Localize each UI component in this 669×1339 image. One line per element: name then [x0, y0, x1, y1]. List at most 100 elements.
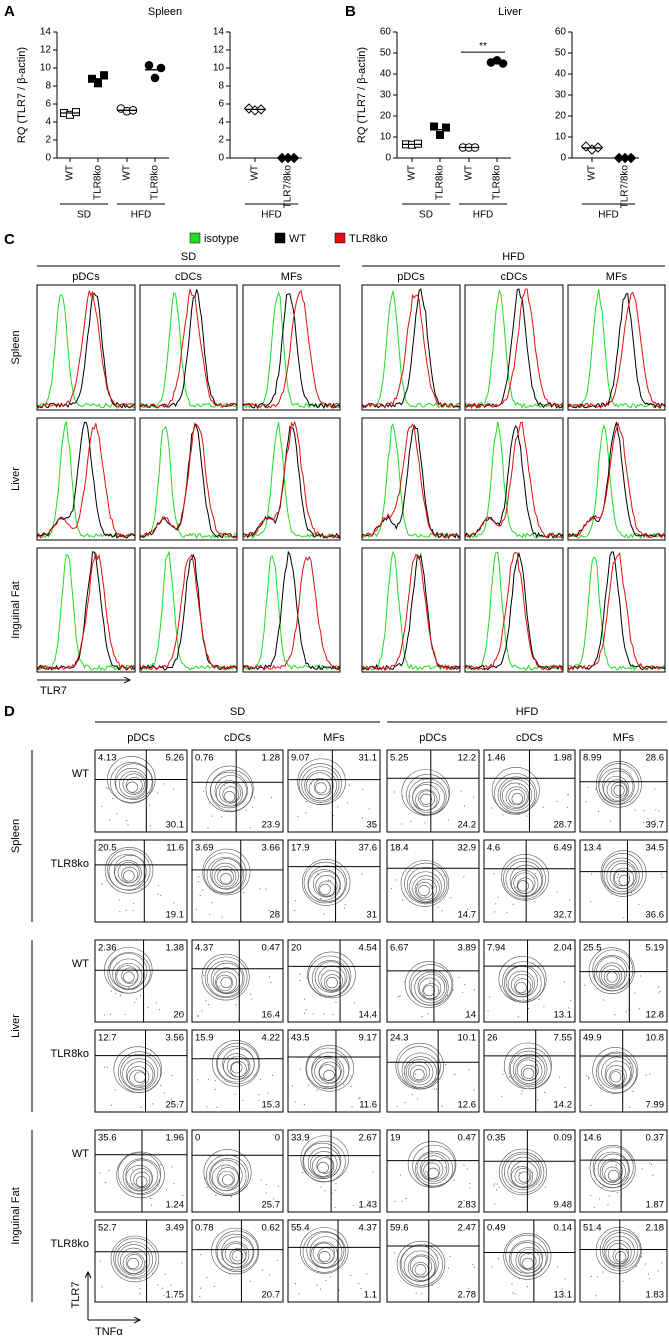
plot-frame	[287, 939, 381, 1023]
cell-type-label: cDCs	[175, 271, 202, 283]
contour	[510, 1161, 538, 1188]
scatter-dot	[173, 902, 175, 904]
contour	[127, 1066, 150, 1088]
contour	[304, 769, 337, 802]
scatter-dot	[553, 1101, 555, 1104]
contour	[606, 971, 618, 983]
histogram-curve	[242, 293, 341, 410]
histogram-curve	[361, 290, 461, 409]
quadrant-value: 2.78	[458, 1290, 477, 1301]
contour	[115, 1241, 153, 1278]
scatter-dot	[353, 1002, 356, 1004]
scatter-dot	[316, 1284, 318, 1286]
chart-title: Spleen	[148, 6, 182, 18]
quadrant-value: 0.35	[487, 1133, 506, 1144]
contour	[593, 1151, 630, 1189]
contour	[120, 1054, 159, 1091]
histogram-curve	[464, 551, 564, 671]
scatter-dot	[132, 1169, 134, 1171]
scatter-dot	[405, 1197, 407, 1200]
contour	[507, 970, 535, 998]
scatter-dot	[491, 807, 493, 809]
scatter-dot	[197, 876, 200, 878]
scatter-dot	[652, 1174, 654, 1176]
scatter-dot	[157, 893, 159, 895]
scatter-dot	[584, 984, 586, 986]
quadrant-value: 0.76	[195, 753, 214, 764]
quadrant-value: 12.6	[458, 1100, 477, 1111]
scatter-dot	[452, 989, 454, 991]
contour	[522, 1257, 534, 1269]
scatter-dot	[140, 887, 142, 890]
scatter-dot	[514, 1073, 516, 1075]
contour	[317, 1247, 335, 1264]
scatter-dot	[215, 982, 217, 984]
contour	[505, 1234, 549, 1277]
x-tick-label: TLR8ko	[93, 165, 104, 200]
contour	[604, 1166, 621, 1183]
scatter-dot	[535, 872, 537, 875]
scatter-dot	[221, 1266, 223, 1268]
quadrant-value: 5.19	[646, 943, 665, 954]
scatter-dot	[214, 1088, 216, 1090]
diet-label: SD	[230, 706, 245, 718]
legend-label: WT	[289, 233, 306, 245]
scatter-dot	[421, 1293, 423, 1295]
scatter-dot	[602, 1186, 604, 1188]
scatter-dot	[416, 883, 419, 885]
scatter-dot	[199, 895, 201, 897]
scatter-dot	[519, 1172, 521, 1174]
contour	[223, 791, 236, 803]
contour	[300, 1135, 349, 1182]
scatter-dot	[149, 825, 152, 827]
plot-frame	[483, 1029, 576, 1113]
contour	[107, 952, 151, 994]
scatter-dot	[133, 1001, 136, 1004]
contour	[114, 860, 142, 887]
scatter-dot	[211, 901, 213, 904]
contour	[107, 849, 151, 891]
x-tick-label: WT	[464, 165, 475, 181]
contour	[125, 1254, 143, 1271]
scatter-dot	[537, 782, 539, 784]
scatter-dot	[249, 1280, 251, 1282]
scatter-dot	[655, 809, 657, 811]
histogram-curve	[361, 423, 461, 539]
histogram-curve	[567, 421, 666, 538]
contour	[130, 1168, 153, 1190]
scatter-dot	[140, 1106, 142, 1109]
plot-frame	[483, 1219, 576, 1303]
y-tick-label: 20	[380, 111, 392, 122]
plot-frame	[361, 547, 461, 673]
scatter-dot	[425, 793, 427, 796]
dot	[442, 123, 450, 132]
contour	[510, 1242, 543, 1274]
contour	[301, 859, 351, 906]
contour	[407, 1254, 436, 1281]
cell-type-label: pDCs	[127, 732, 155, 744]
contour	[217, 868, 234, 885]
scatter-dot	[649, 1073, 651, 1075]
plot-frame	[579, 1129, 668, 1213]
scatter-dot	[299, 973, 301, 975]
contour	[203, 852, 247, 894]
y-tick-label: 0	[218, 153, 224, 164]
scatter-dot	[276, 1259, 279, 1262]
contour	[518, 1171, 530, 1183]
dot	[94, 79, 102, 88]
scatter-dot	[259, 888, 261, 890]
contour	[396, 1240, 446, 1288]
scatter-dot	[163, 783, 165, 785]
contour	[409, 1255, 432, 1278]
scatter-dot	[498, 1186, 501, 1188]
tissue-label: Liver	[10, 467, 22, 491]
contour	[601, 1056, 633, 1088]
contour	[110, 1235, 160, 1283]
quadrant-value: 19	[390, 1133, 401, 1144]
scatter-dot	[647, 1273, 650, 1275]
quadrant-value: 1.87	[646, 1200, 665, 1211]
contour	[318, 1250, 331, 1263]
scatter-dot	[206, 1106, 208, 1108]
quadrant-value: 1.1	[364, 1290, 377, 1301]
scatter-dot	[414, 1073, 417, 1075]
